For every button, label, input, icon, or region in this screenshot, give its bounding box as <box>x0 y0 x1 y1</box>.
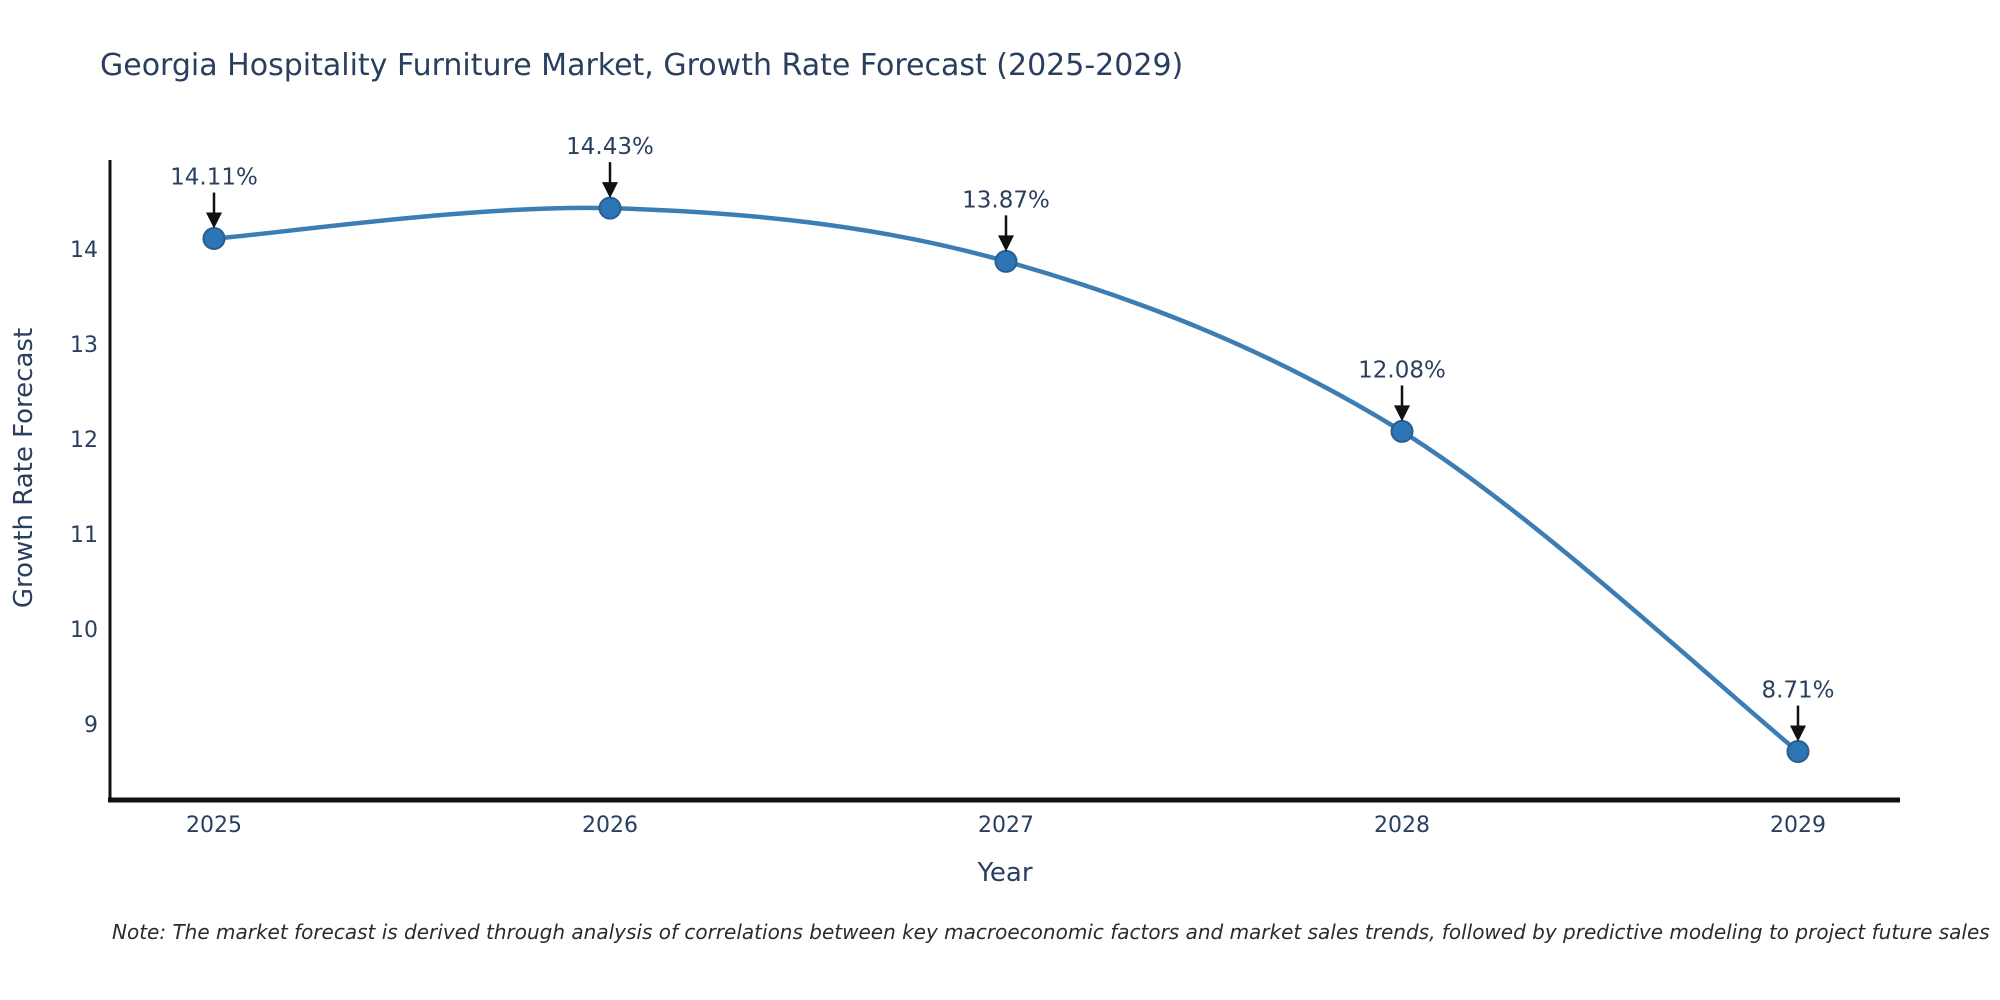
chart-title: Georgia Hospitality Furniture Market, Gr… <box>100 48 1184 83</box>
x-tick-label-2027: 2027 <box>978 813 1034 838</box>
y-tick-label-13: 13 <box>70 333 98 358</box>
data-point-2025[interactable] <box>202 227 226 251</box>
x-axis-title: Year <box>977 858 1033 888</box>
x-tick-label-2025: 2025 <box>186 813 242 838</box>
x-tick-label-2028: 2028 <box>1374 813 1430 838</box>
annotation-arrow-head <box>998 235 1014 252</box>
annotation-label-2028: 12.08% <box>1358 357 1446 383</box>
x-tick-label-2026: 2026 <box>582 813 638 838</box>
data-point-2028[interactable] <box>1390 419 1414 443</box>
data-point-2029[interactable] <box>1786 740 1810 764</box>
annotation-arrow-head <box>602 182 618 199</box>
footnote: Note: The market forecast is derived thr… <box>112 920 1990 944</box>
forecast-line <box>211 205 1801 754</box>
annotation-arrow-head <box>1790 725 1806 742</box>
annotation-label-2029: 8.71% <box>1761 678 1834 704</box>
annotation-arrow-head <box>206 212 222 229</box>
y-tick-label-14: 14 <box>70 238 98 263</box>
data-point-2026[interactable] <box>598 196 622 220</box>
annotation-arrow-head <box>1394 405 1410 422</box>
data-point-2027[interactable] <box>994 249 1018 273</box>
y-tick-label-10: 10 <box>70 618 98 643</box>
y-tick-label-11: 11 <box>70 523 98 548</box>
x-tick-label-2029: 2029 <box>1770 813 1826 838</box>
annotation-label-2025: 14.11% <box>170 165 258 191</box>
annotation-label-2026: 14.43% <box>566 134 654 160</box>
annotation-label-2027: 13.87% <box>962 187 1050 213</box>
y-tick-label-12: 12 <box>70 428 98 453</box>
y-tick-label-9: 9 <box>84 713 98 738</box>
